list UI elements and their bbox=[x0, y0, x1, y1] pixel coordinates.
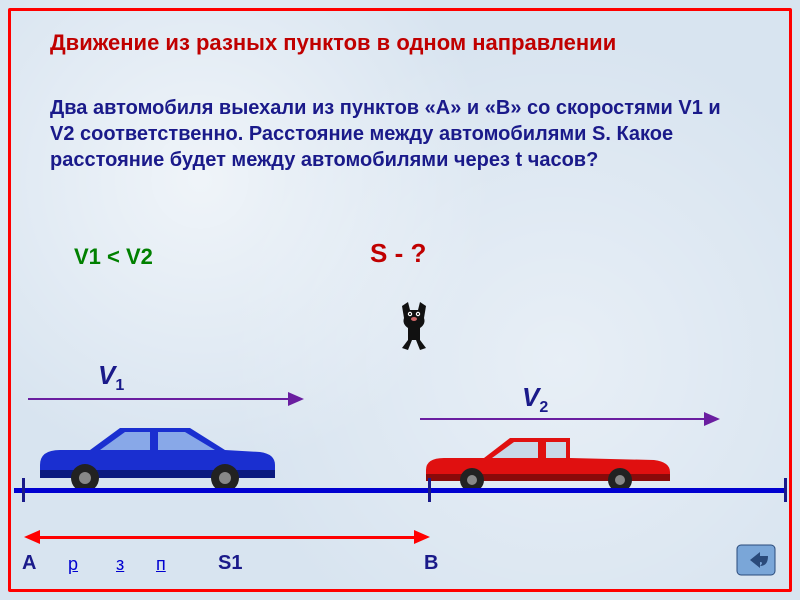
road-line bbox=[14, 488, 786, 493]
v2-label: V2 bbox=[522, 382, 548, 417]
tick-a bbox=[22, 478, 25, 502]
problem-statement: Два автомобиля выехали из пунктов «А» и … bbox=[50, 95, 750, 173]
condition-text: V1 < V2 bbox=[74, 244, 153, 270]
point-b-label: В bbox=[424, 552, 438, 575]
s1-arrow bbox=[36, 536, 418, 539]
car-red bbox=[420, 432, 676, 490]
cat-icon bbox=[390, 300, 438, 355]
link-p[interactable]: п bbox=[156, 554, 166, 575]
v2-arrow-head bbox=[704, 412, 720, 426]
v2-sub: 2 bbox=[539, 399, 548, 416]
v1-letter: V bbox=[98, 360, 115, 390]
s1-label: S1 bbox=[218, 552, 242, 575]
v1-arrow bbox=[28, 398, 292, 400]
tick-b bbox=[428, 478, 431, 502]
question-s: S - ? bbox=[370, 238, 426, 269]
v2-letter: V bbox=[522, 382, 539, 412]
slide-title: Движение из разных пунктов в одном напра… bbox=[50, 30, 750, 56]
point-a-label: А bbox=[22, 552, 36, 575]
link-z[interactable]: з bbox=[116, 554, 124, 575]
v1-arrow-head bbox=[288, 392, 304, 406]
car-blue bbox=[30, 420, 280, 490]
v1-label: V1 bbox=[98, 360, 124, 395]
back-button[interactable] bbox=[736, 544, 776, 576]
s1-arrow-head-right bbox=[414, 530, 430, 544]
v1-sub: 1 bbox=[115, 377, 124, 394]
link-r[interactable]: р bbox=[68, 554, 78, 575]
s1-arrow-head-left bbox=[24, 530, 40, 544]
v2-arrow bbox=[420, 418, 708, 420]
tick-end bbox=[784, 478, 787, 502]
